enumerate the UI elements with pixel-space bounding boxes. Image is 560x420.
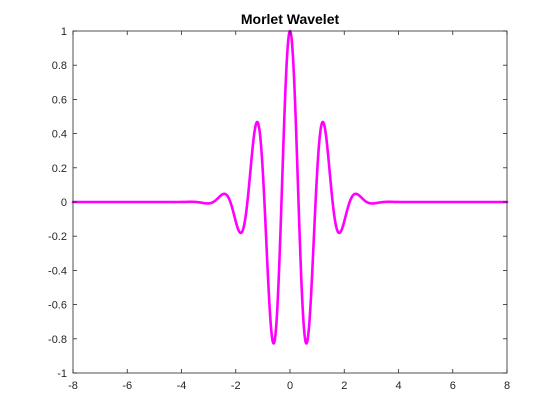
- y-tick-label: -0.6: [48, 300, 67, 312]
- x-tick-label: -2: [231, 380, 241, 392]
- chart-title: Morlet Wavelet: [241, 11, 340, 27]
- x-tick-label: 0: [287, 380, 293, 392]
- y-tick-label: 0.2: [52, 163, 67, 175]
- y-tick-label: -1: [57, 368, 67, 380]
- y-tick-label: -0.8: [48, 334, 67, 346]
- x-tick-label: -4: [177, 380, 187, 392]
- y-tick-label: 0: [61, 197, 67, 209]
- x-tick-label: 2: [341, 380, 347, 392]
- y-tick-label: -0.2: [48, 231, 67, 243]
- y-tick-label: 0.6: [52, 94, 67, 106]
- axes-layer: -8 -6 -4 -2 0 2 4 6 8 -1 -0.8 -0.6 -0.4 -0.2 0 0.2 0.4 0.…: [48, 26, 510, 392]
- y-tick-label: 0.8: [52, 60, 67, 72]
- x-tick-label: 4: [395, 380, 401, 392]
- x-tick-label: -8: [68, 380, 78, 392]
- x-tick-label: -6: [122, 380, 132, 392]
- x-tick-label: 8: [504, 380, 510, 392]
- x-tick-label: 6: [450, 380, 456, 392]
- y-tick-label: 0.4: [52, 129, 67, 141]
- y-tick-label: 1: [61, 26, 67, 38]
- y-tick-label: -0.4: [48, 265, 67, 277]
